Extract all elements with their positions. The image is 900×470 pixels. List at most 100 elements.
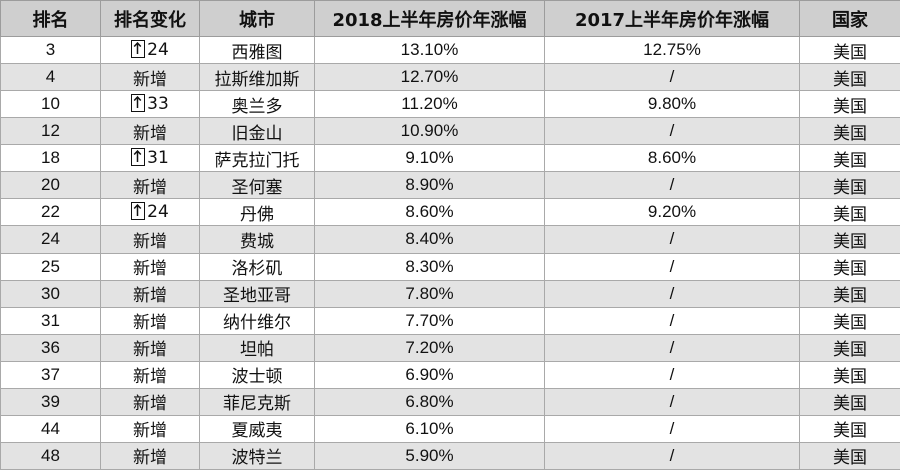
header-2018: 2018上半年房价年涨幅	[314, 0, 545, 37]
city-cell: 夏威夷	[199, 414, 315, 443]
growth-2017-cell: /	[544, 306, 800, 335]
table-row: 44 新增 夏威夷 6.10% / 美国	[0, 414, 900, 443]
growth-2018-cell: 6.90%	[314, 360, 545, 389]
country-cell: 美国	[799, 225, 900, 254]
table-row: 4 新增 拉斯维加斯 12.70% / 美国	[0, 63, 900, 92]
country-cell: 美国	[799, 306, 900, 335]
rank-cell: 44	[0, 414, 101, 443]
country-cell: 美国	[799, 414, 900, 443]
rank-cell: 3	[0, 35, 101, 65]
growth-2017-cell: /	[544, 117, 800, 146]
table-row: 25 新增 洛杉矶 8.30% / 美国	[0, 252, 900, 281]
rank-change-cell: 新增	[100, 387, 200, 416]
table-row: 48 新增 波特兰 5.90% / 美国	[0, 441, 900, 470]
rank-change-cell: 新增	[100, 306, 200, 335]
city-cell: 西雅图	[199, 35, 315, 65]
table-body: 3 24 西雅图 13.10% 12.75% 美国 4 新增 拉斯维加斯 12.70% / 美国 10 3…	[0, 35, 900, 470]
table-row: 37 新增 波士顿 6.90% / 美国	[0, 360, 900, 389]
country-cell: 美国	[799, 144, 900, 173]
rank-change-value: 33	[147, 94, 169, 115]
city-cell: 坦帕	[199, 333, 315, 362]
growth-2017-cell: 8.60%	[544, 144, 800, 173]
growth-2017-cell: /	[544, 63, 800, 92]
city-cell: 洛杉矶	[199, 252, 315, 281]
rank-change-cell: 新增	[100, 441, 200, 470]
city-cell: 纳什维尔	[199, 306, 315, 335]
city-cell: 圣地亚哥	[199, 279, 315, 308]
rank-change-cell: 33	[100, 90, 200, 119]
growth-2017-cell: 12.75%	[544, 35, 800, 65]
country-cell: 美国	[799, 171, 900, 200]
growth-2018-cell: 8.40%	[314, 225, 545, 254]
rank-cell: 22	[0, 198, 101, 227]
city-cell: 奥兰多	[199, 90, 315, 119]
rank-cell: 37	[0, 360, 101, 389]
growth-2018-cell: 7.20%	[314, 333, 545, 362]
table-row: 24 新增 费城 8.40% / 美国	[0, 225, 900, 254]
growth-2018-cell: 7.80%	[314, 279, 545, 308]
growth-2017-cell: 9.20%	[544, 198, 800, 227]
city-cell: 菲尼克斯	[199, 387, 315, 416]
growth-2018-cell: 13.10%	[314, 35, 545, 65]
table-row: 12 新增 旧金山 10.90% / 美国	[0, 117, 900, 146]
header-change: 排名变化	[100, 0, 200, 37]
growth-2017-cell: /	[544, 225, 800, 254]
growth-2018-cell: 6.80%	[314, 387, 545, 416]
up-arrow-icon	[131, 40, 146, 59]
growth-2018-cell: 9.10%	[314, 144, 545, 173]
rank-change-cell: 新增	[100, 333, 200, 362]
rank-change-cell: 31	[100, 144, 200, 173]
growth-2017-cell: /	[544, 360, 800, 389]
growth-2018-cell: 8.90%	[314, 171, 545, 200]
growth-2018-cell: 7.70%	[314, 306, 545, 335]
rank-cell: 24	[0, 225, 101, 254]
rank-change-cell: 新增	[100, 63, 200, 92]
table-row: 10 33 奥兰多 11.20% 9.80% 美国	[0, 90, 900, 119]
rank-cell: 20	[0, 171, 101, 200]
growth-2018-cell: 5.90%	[314, 441, 545, 470]
rank-cell: 18	[0, 144, 101, 173]
table-row: 39 新增 菲尼克斯 6.80% / 美国	[0, 387, 900, 416]
country-cell: 美国	[799, 387, 900, 416]
country-cell: 美国	[799, 252, 900, 281]
rank-cell: 4	[0, 63, 101, 92]
growth-2018-cell: 11.20%	[314, 90, 545, 119]
growth-2017-cell: /	[544, 414, 800, 443]
rank-cell: 12	[0, 117, 101, 146]
rank-change-cell: 新增	[100, 279, 200, 308]
country-cell: 美国	[799, 198, 900, 227]
table-row: 18 31 萨克拉门托 9.10% 8.60% 美国	[0, 144, 900, 173]
growth-2017-cell: /	[544, 441, 800, 470]
city-cell: 圣何塞	[199, 171, 315, 200]
country-cell: 美国	[799, 117, 900, 146]
country-cell: 美国	[799, 63, 900, 92]
city-cell: 波特兰	[199, 441, 315, 470]
rank-change-cell: 新增	[100, 225, 200, 254]
up-arrow-icon	[131, 148, 146, 167]
header-row: 排名 排名变化 城市 2018上半年房价年涨幅 2017上半年房价年涨幅 国家	[0, 0, 900, 37]
city-cell: 波士顿	[199, 360, 315, 389]
table-row: 31 新增 纳什维尔 7.70% / 美国	[0, 306, 900, 335]
rank-change-cell: 新增	[100, 360, 200, 389]
rank-cell: 39	[0, 387, 101, 416]
city-cell: 费城	[199, 225, 315, 254]
rank-cell: 31	[0, 306, 101, 335]
table-row: 20 新增 圣何塞 8.90% / 美国	[0, 171, 900, 200]
rank-change-value: 24	[147, 40, 169, 61]
rank-change-cell: 新增	[100, 171, 200, 200]
header-city: 城市	[199, 0, 315, 37]
rank-cell: 30	[0, 279, 101, 308]
growth-2018-cell: 12.70%	[314, 63, 545, 92]
country-cell: 美国	[799, 441, 900, 470]
rank-cell: 10	[0, 90, 101, 119]
rank-change-cell: 24	[100, 198, 200, 227]
table-row: 36 新增 坦帕 7.20% / 美国	[0, 333, 900, 362]
city-cell: 萨克拉门托	[199, 144, 315, 173]
country-cell: 美国	[799, 360, 900, 389]
table-row: 22 24 丹佛 8.60% 9.20% 美国	[0, 198, 900, 227]
growth-2017-cell: /	[544, 333, 800, 362]
growth-2018-cell: 8.30%	[314, 252, 545, 281]
country-cell: 美国	[799, 90, 900, 119]
growth-2017-cell: /	[544, 387, 800, 416]
rank-cell: 25	[0, 252, 101, 281]
